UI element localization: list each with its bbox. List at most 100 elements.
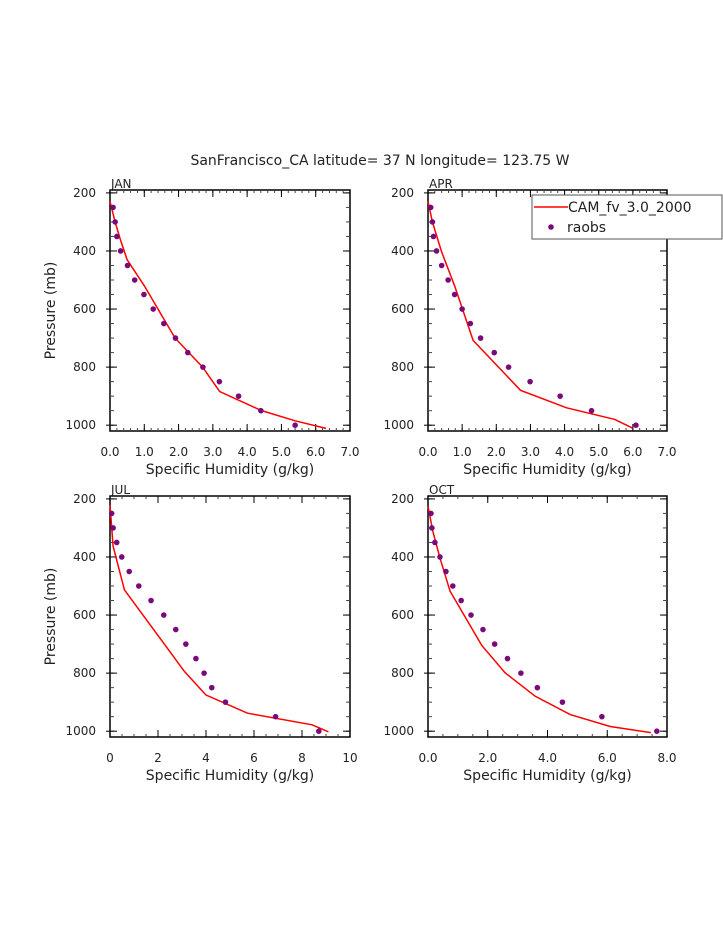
legend-box xyxy=(531,194,723,240)
obs-point xyxy=(429,219,436,225)
obs-point xyxy=(427,204,434,211)
x-tick-label: 3.0 xyxy=(521,445,540,459)
obs-point xyxy=(480,626,486,633)
y-tick-label: 800 xyxy=(391,360,414,374)
obs-point xyxy=(491,349,498,356)
obs-point xyxy=(117,248,124,254)
x-tick-label: 8.0 xyxy=(657,751,676,765)
plot-frame xyxy=(109,189,351,432)
x-tick-label: 4 xyxy=(202,751,210,765)
obs-point xyxy=(599,713,605,720)
x-tick-label: 6 xyxy=(250,751,258,765)
obs-point xyxy=(534,684,541,691)
obs-point xyxy=(505,364,512,370)
model-line xyxy=(427,506,652,734)
obs-point xyxy=(428,510,434,517)
obs-point xyxy=(443,568,449,575)
model-line xyxy=(427,201,633,429)
x-tick-label: 0.0 xyxy=(418,445,437,459)
obs-point xyxy=(108,510,115,517)
panel-label: APR xyxy=(429,177,453,191)
y-tick-label: 200 xyxy=(73,492,96,506)
obs-point xyxy=(216,378,223,385)
plot-frame xyxy=(427,495,668,738)
obs-point xyxy=(141,291,147,298)
x-tick-label: 5.0 xyxy=(589,445,608,459)
y-tick-label: 600 xyxy=(73,302,96,316)
panel-label: JUL xyxy=(110,483,130,497)
obs-point xyxy=(437,554,443,560)
obs-point xyxy=(527,378,533,385)
obs-point xyxy=(113,539,120,546)
obs-point xyxy=(316,728,322,734)
obs-point xyxy=(114,233,120,240)
x-tick-label: 0.0 xyxy=(100,445,119,459)
y-tick-label: 200 xyxy=(391,186,414,200)
plot-frame xyxy=(109,495,351,738)
y-tick-label: 200 xyxy=(73,186,96,200)
obs-point xyxy=(172,626,179,633)
obs-point xyxy=(160,612,167,618)
x-tick-label: 0 xyxy=(106,751,114,765)
obs-point xyxy=(458,597,464,604)
y-tick-label: 800 xyxy=(73,666,96,680)
obs-point xyxy=(518,670,524,676)
x-tick-label: 6.0 xyxy=(598,751,617,765)
x-tick-label: 8 xyxy=(298,751,306,765)
obs-point xyxy=(438,262,445,269)
x-axis-label: Specific Humidity (g/kg) xyxy=(463,462,631,478)
chart-title: SanFrancisco_CA latitude= 37 N longitude… xyxy=(190,153,569,169)
obs-point xyxy=(150,306,156,312)
obs-point xyxy=(588,407,595,414)
y-tick-label: 400 xyxy=(73,550,96,564)
x-tick-label: 2.0 xyxy=(487,445,506,459)
panel-apr: 0.0 1.0 2.0 3.0 4.0 5.0 6.0 7.0 200 400 600 800 1000… xyxy=(383,177,723,478)
plot-frame xyxy=(427,189,668,432)
obs-point xyxy=(468,612,474,618)
y-tick-label: 1000 xyxy=(383,724,414,738)
obs-point xyxy=(185,349,191,356)
y-tick-label: 400 xyxy=(391,550,414,564)
legend-label-obs: raobs xyxy=(567,220,606,236)
obs-point xyxy=(504,655,511,662)
x-tick-label: 10 xyxy=(342,751,357,765)
obs-point xyxy=(491,641,498,647)
obs-point xyxy=(201,670,207,676)
obs-point xyxy=(292,422,298,428)
x-tick-label: 4.0 xyxy=(538,751,557,765)
x-tick-label: 5.0 xyxy=(272,445,291,459)
obs-point xyxy=(222,699,229,705)
legend-dot-swatch xyxy=(548,224,554,230)
obs-point xyxy=(432,539,438,546)
y-tick-label: 600 xyxy=(391,302,414,316)
obs-point xyxy=(161,320,167,327)
obs-point xyxy=(559,699,566,705)
obs-point xyxy=(235,393,242,399)
x-tick-label: 3.0 xyxy=(203,445,222,459)
y-tick-label: 800 xyxy=(391,666,414,680)
obs-point xyxy=(131,277,138,283)
y-tick-label: 600 xyxy=(73,608,96,622)
x-tick-label: 4.0 xyxy=(238,445,257,459)
panel-oct: 0.0 2.0 4.0 6.0 8.0 200 400 600 800 1000 OCT Specif… xyxy=(383,483,676,784)
y-axis-label: Pressure (mb) xyxy=(43,568,59,666)
obs-point xyxy=(136,583,142,589)
obs-point xyxy=(451,291,458,298)
x-tick-label: 2.0 xyxy=(169,445,188,459)
obs-point xyxy=(459,306,465,312)
y-tick-label: 1000 xyxy=(65,724,96,738)
obs-point xyxy=(193,655,199,662)
panel-label: JAN xyxy=(110,177,132,191)
x-tick-label: 4.0 xyxy=(555,445,574,459)
obs-point xyxy=(449,583,456,589)
x-tick-label: 6.0 xyxy=(306,445,325,459)
obs-point xyxy=(433,248,440,254)
obs-point xyxy=(118,554,125,560)
x-tick-label: 2 xyxy=(154,751,162,765)
obs-point xyxy=(633,422,639,428)
panel-label: OCT xyxy=(429,483,455,497)
x-tick-label: 1.0 xyxy=(135,445,154,459)
y-axis-label: Pressure (mb) xyxy=(43,262,59,360)
